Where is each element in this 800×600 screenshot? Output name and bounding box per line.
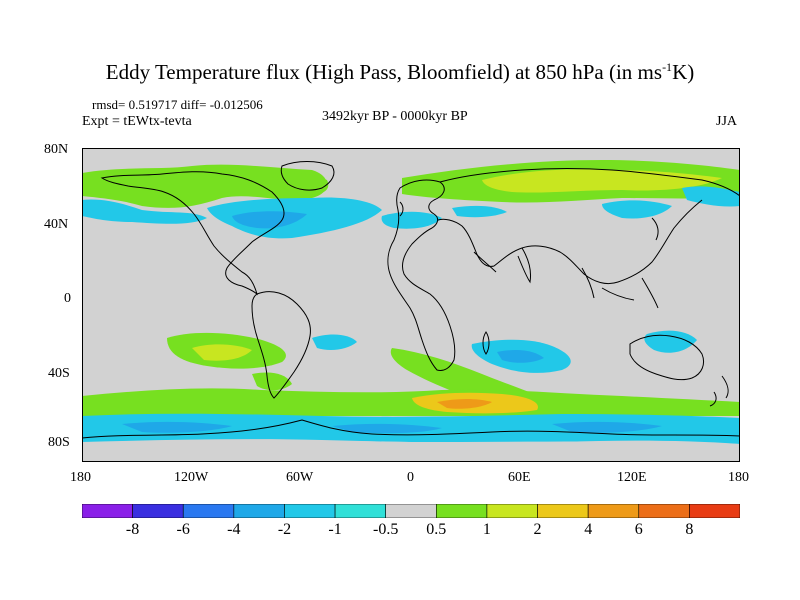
colorbar-swatch [233, 504, 285, 518]
region-kamchatka-cyan [682, 186, 740, 207]
lon-tick-180w: 180 [70, 470, 91, 485]
colorbar-swatch [334, 504, 387, 518]
lon-tick-60e: 60E [508, 470, 531, 485]
coast-new-zealand [709, 375, 729, 407]
lat-tick-0: 0 [64, 291, 71, 306]
colorbar-swatch [132, 504, 184, 518]
region-australia-cyan [644, 330, 697, 353]
colorbar-label: -4 [227, 521, 241, 538]
coast-antarctica [82, 419, 740, 439]
colorbar-swatch [385, 504, 437, 518]
colorbar-label: 6 [634, 521, 643, 538]
coast-europe-africa [387, 179, 456, 371]
region-north-atlantic-deep [232, 211, 307, 229]
colorbar-swatch [182, 504, 235, 518]
colorbar-label: 1 [482, 521, 491, 538]
period-label: 3492kyr BP - 0000kyr BP [322, 109, 468, 124]
chart-title: Eddy Temperature flux (High Pass, Bloomf… [0, 60, 800, 85]
region-east-asia-cyan [602, 200, 672, 219]
colorbar-label: -8 [125, 521, 140, 538]
region-south-indian-deep [497, 350, 544, 363]
region-antarctic-deep [122, 421, 662, 434]
colorbar-swatch [689, 504, 740, 518]
colorbar-swatch [638, 504, 690, 518]
title-unit-exponent: -1 [662, 60, 673, 74]
stats-label: rmsd= 0.519717 diff= -0.012506 [92, 97, 263, 112]
region-chile-green [252, 372, 292, 391]
colorbar-label: 8 [685, 521, 694, 538]
colorbar-label: -1 [328, 521, 342, 538]
region-south-pacific-cyan [312, 334, 357, 350]
coast-south-america [251, 291, 311, 399]
region-south-pacific-core [192, 344, 252, 361]
colorbar-swatch [436, 504, 488, 518]
coast-japan-uk [399, 201, 659, 241]
title-unit-end: K) [672, 60, 695, 84]
colorbar-label: -0.5 [373, 521, 399, 538]
coast-arabia-india [473, 247, 531, 284]
lon-tick-0: 0 [407, 470, 414, 485]
colorbar-label: -6 [176, 521, 190, 538]
lon-tick-60w: 60W [286, 470, 314, 485]
lat-tick-40n: 40N [44, 217, 69, 232]
colorbar-label: 2 [533, 521, 542, 538]
colorbar-swatch [486, 504, 538, 518]
coast-north-america [100, 171, 285, 296]
map-frame [82, 148, 740, 462]
region-north-pacific-cyan [82, 199, 207, 224]
lat-tick-40s: 40S [48, 366, 70, 381]
region-central-asia-cyan [452, 205, 507, 218]
colorbar-swatch [82, 504, 133, 518]
colorbar-label: 0.5 [426, 521, 447, 538]
region-southern-ocean-green [82, 388, 740, 416]
lon-tick-180e: 180 [728, 470, 749, 485]
coast-southeast-asia [581, 267, 659, 309]
colorbar-swatch [284, 504, 336, 518]
season-label: JJA [716, 114, 738, 129]
map-plot [82, 148, 740, 462]
coast-australia [629, 334, 705, 381]
region-greenland-green [272, 173, 329, 195]
coast-asia [437, 168, 740, 285]
lat-tick-80n: 80N [44, 142, 69, 157]
colorbar-swatch [537, 504, 589, 518]
coastlines [82, 161, 740, 439]
colorbar-label: 4 [584, 521, 593, 538]
colorbar-swatch [587, 504, 640, 518]
title-main-text: Eddy Temperature flux (High Pass, Bloomf… [105, 60, 663, 84]
expt-label: Expt = tEWtx-tevta [82, 114, 192, 129]
lon-tick-120e: 120E [617, 470, 647, 485]
coast-madagascar [482, 331, 490, 355]
lon-tick-120w: 120W [174, 470, 209, 485]
region-antarctic-interior [82, 440, 740, 462]
lat-tick-80s: 80S [48, 435, 70, 450]
region-southern-ocean-peak [437, 399, 492, 409]
region-europe-cyan [381, 211, 442, 229]
coast-greenland [280, 161, 335, 191]
colorbar [82, 504, 740, 518]
colorbar-label: -2 [277, 521, 292, 538]
